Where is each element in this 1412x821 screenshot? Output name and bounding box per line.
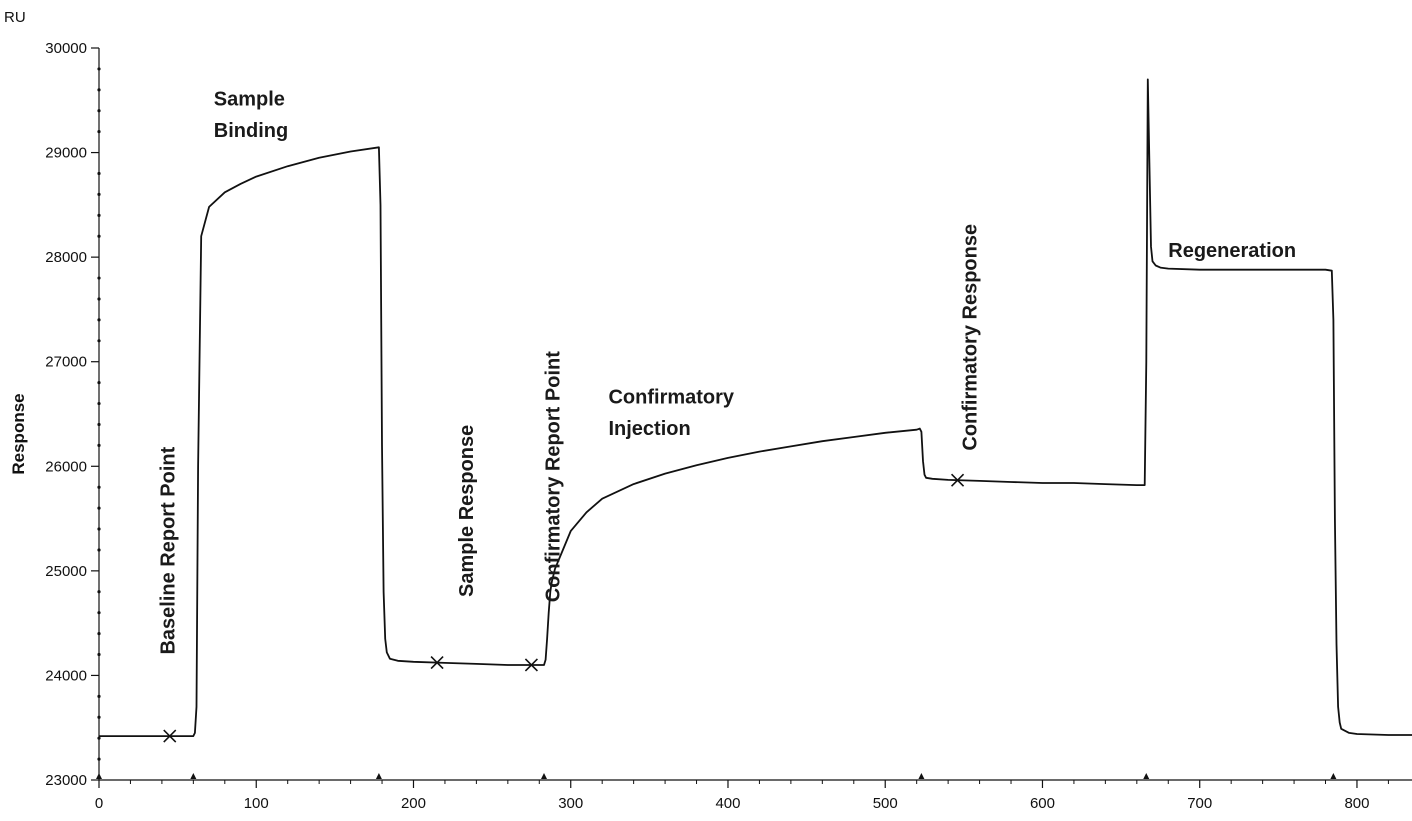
y-minor-tick xyxy=(97,506,101,510)
y-minor-tick xyxy=(97,88,101,92)
x-tick-label: 0 xyxy=(95,795,103,812)
chart-annotations: Baseline Report Point Sample Binding Sample… xyxy=(157,89,1296,655)
y-minor-tick xyxy=(97,171,101,176)
report-point-marker xyxy=(430,656,444,670)
event-marker xyxy=(1330,773,1337,779)
event-marker xyxy=(96,773,102,779)
y-minor-tick xyxy=(97,67,101,71)
y-minor-tick xyxy=(97,736,101,740)
x-tick-label: 300 xyxy=(558,795,583,812)
annotation-regeneration: Regeneration xyxy=(1168,240,1296,262)
event-marker xyxy=(375,773,382,779)
y-minor-tick xyxy=(97,443,101,447)
annotation-baseline-report-point: Baseline Report Point xyxy=(157,446,179,654)
x-axis-ticks: 0 100 200 300 400 500 600 700 800 xyxy=(95,780,1389,812)
y-tick-label: 28000 xyxy=(45,249,87,266)
y-minor-tick xyxy=(97,130,101,134)
y-tick-label: 24000 xyxy=(45,667,87,684)
y-minor-tick xyxy=(97,632,101,636)
y-minor-tick xyxy=(97,339,101,343)
y-tick-label: 23000 xyxy=(45,772,87,789)
x-tick-label: 500 xyxy=(873,795,898,812)
y-minor-tick xyxy=(97,213,101,217)
y-minor-tick xyxy=(97,297,101,301)
y-minor-tick xyxy=(97,548,101,552)
y-axis-ticks: 23000 24000 25000 26000 27000 28000 29000 30000 xyxy=(45,40,101,789)
y-minor-tick xyxy=(97,611,101,615)
y-minor-tick xyxy=(97,192,101,196)
annotation-sample-binding-2: Binding xyxy=(214,120,288,142)
report-point-markers xyxy=(163,473,965,743)
y-minor-tick xyxy=(97,109,101,113)
y-minor-tick xyxy=(97,652,101,657)
y-minor-tick xyxy=(97,757,101,761)
y-minor-tick xyxy=(97,318,101,322)
annotation-confirmatory-injection-2: Injection xyxy=(608,418,690,440)
annotation-sample-response: Sample Response xyxy=(456,425,478,597)
y-minor-tick xyxy=(97,234,101,238)
y-minor-tick xyxy=(97,485,101,489)
response-line xyxy=(99,78,1412,737)
y-tick-label: 27000 xyxy=(45,354,87,371)
y-minor-tick xyxy=(97,590,101,594)
y-minor-tick xyxy=(97,276,101,280)
y-minor-tick xyxy=(97,381,101,385)
event-marker xyxy=(541,773,548,779)
event-marker xyxy=(918,773,925,779)
y-tick-label: 26000 xyxy=(45,458,87,475)
x-tick-label: 100 xyxy=(244,795,269,812)
y-tick-label: 29000 xyxy=(45,145,87,162)
event-marker xyxy=(190,773,197,779)
annotation-confirmatory-injection-1: Confirmatory xyxy=(608,387,734,409)
event-markers xyxy=(96,773,1337,779)
y-unit-label: RU xyxy=(4,9,26,26)
report-point-marker xyxy=(950,473,965,487)
y-minor-tick xyxy=(97,715,101,719)
report-point-marker xyxy=(524,658,538,672)
y-minor-tick xyxy=(97,527,101,531)
report-point-marker xyxy=(163,729,177,743)
x-tick-label: 600 xyxy=(1030,795,1055,812)
y-minor-tick xyxy=(97,401,101,406)
y-tick-label: 30000 xyxy=(45,40,87,57)
x-tick-label: 200 xyxy=(401,795,426,812)
y-minor-tick xyxy=(97,694,101,698)
x-tick-label: 800 xyxy=(1344,795,1369,812)
y-axis-title: Response xyxy=(9,393,28,474)
annotation-confirmatory-response: Confirmatory Response xyxy=(959,224,981,451)
x-tick-label: 400 xyxy=(715,795,740,812)
annotation-sample-binding-1: Sample xyxy=(214,89,285,111)
x-tick-label: 700 xyxy=(1187,795,1212,812)
y-minor-tick xyxy=(97,422,101,427)
axes xyxy=(98,48,1412,781)
y-tick-label: 25000 xyxy=(45,563,87,580)
annotation-confirmatory-report-point: Confirmatory Report Point xyxy=(543,351,565,602)
event-marker xyxy=(1143,773,1150,779)
